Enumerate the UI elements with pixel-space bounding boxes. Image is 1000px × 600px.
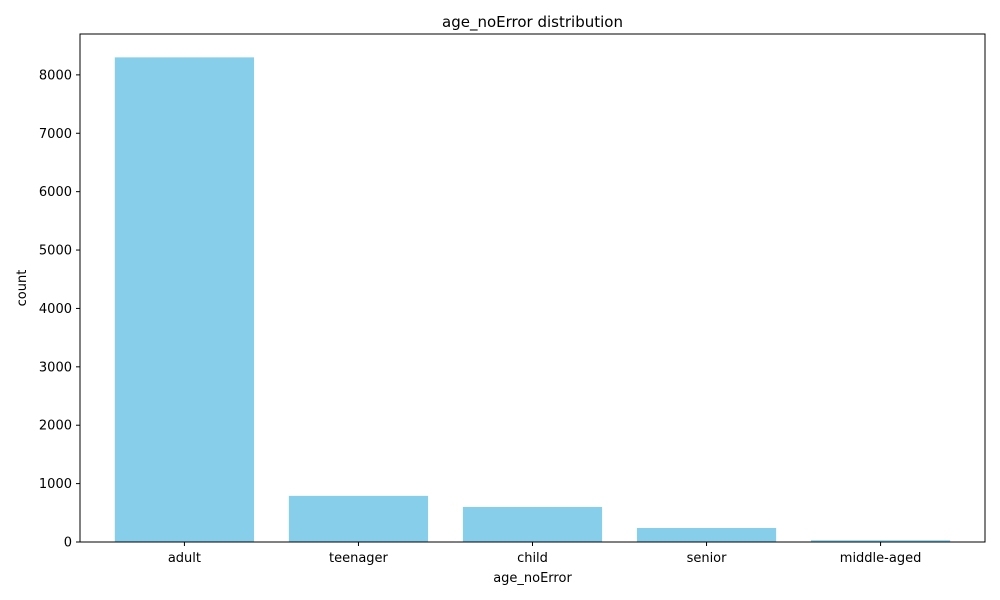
x-tick-label: senior: [687, 551, 728, 566]
y-tick-label: 1000: [39, 477, 72, 492]
x-tick-label: middle-aged: [840, 551, 922, 566]
y-tick-label: 2000: [39, 419, 72, 434]
y-tick-label: 7000: [39, 127, 72, 142]
y-tick-label: 0: [64, 536, 72, 551]
x-tick-label: teenager: [329, 551, 389, 566]
x-tick-label: adult: [168, 551, 201, 566]
bars-group: [114, 57, 951, 542]
x-tick-label: child: [517, 551, 548, 566]
plot-frame: [79, 33, 986, 543]
bar-child: [462, 506, 603, 542]
y-tick-label: 6000: [39, 185, 72, 200]
chart-title: age_noError distribution: [442, 13, 623, 32]
bar-adult: [114, 57, 255, 542]
bar-senior: [636, 527, 777, 542]
x-ticks-group: adult teenager child senior middle-aged: [168, 542, 922, 566]
y-tick-label: 4000: [39, 302, 72, 317]
y-tick-label: 8000: [39, 68, 72, 83]
y-tick-label: 5000: [39, 244, 72, 259]
y-tick-label: 3000: [39, 360, 72, 375]
y-ticks-group: 0 1000 2000 3000 4000 5000 6000 7000 8000: [39, 68, 80, 551]
y-axis-label: count: [15, 270, 30, 307]
x-axis-label: age_noError: [493, 571, 572, 586]
bar-teenager: [288, 495, 429, 542]
bar-middle-aged: [810, 540, 951, 542]
